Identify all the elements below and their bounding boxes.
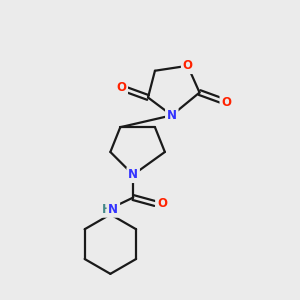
Text: N: N — [128, 168, 138, 181]
Text: O: O — [183, 59, 193, 72]
Text: O: O — [157, 197, 167, 210]
Text: O: O — [221, 96, 231, 109]
Text: N: N — [167, 109, 177, 122]
Text: H: H — [101, 203, 111, 216]
Text: N: N — [108, 203, 118, 216]
Text: O: O — [116, 81, 126, 94]
